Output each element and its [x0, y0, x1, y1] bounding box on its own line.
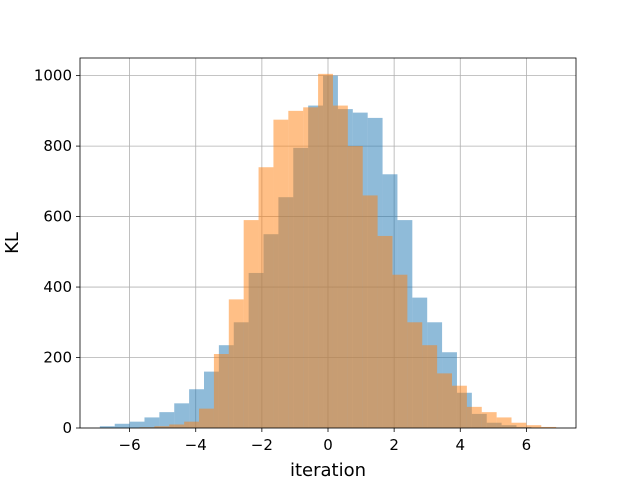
x-axis-label: iteration — [290, 460, 366, 480]
histogram-bar-series-2 — [481, 412, 497, 428]
histogram-bar-series-2 — [422, 345, 438, 428]
histogram-bar-series-1 — [114, 423, 130, 428]
histogram-bar-series-2 — [496, 417, 512, 428]
histogram-bar-series-1 — [129, 421, 145, 428]
bars — [99, 73, 557, 429]
y-tick-label: 200 — [43, 349, 72, 367]
y-axis-label: KL — [2, 232, 23, 254]
y-tick-label: 1000 — [34, 67, 72, 85]
histogram-bar-series-2 — [437, 373, 452, 428]
histogram-bar-series-2 — [541, 426, 557, 428]
histogram-bar-series-2 — [332, 105, 348, 429]
histogram-bar-series-2 — [303, 107, 319, 428]
y-axis: 0 200 400 600 800 1000 — [34, 67, 80, 437]
histogram-bar-series-2 — [347, 146, 363, 428]
histogram-bar-series-2 — [199, 408, 214, 428]
histogram-bar-series-2 — [511, 422, 527, 428]
histogram-bar-series-2 — [273, 119, 289, 429]
x-tick-label: 4 — [455, 436, 465, 454]
histogram-bar-series-2 — [228, 299, 244, 428]
x-tick-label: 0 — [323, 436, 333, 454]
x-tick-label: 6 — [522, 436, 532, 454]
y-tick-label: 400 — [43, 278, 72, 296]
histogram-bar-series-2 — [288, 110, 304, 428]
x-tick-label: −4 — [185, 436, 207, 454]
x-tick-label: −2 — [251, 436, 273, 454]
histogram-bar-series-2 — [184, 421, 200, 428]
y-tick-label: 600 — [43, 208, 72, 226]
x-axis: −6 −4 −2 0 2 4 6 — [119, 428, 532, 454]
histogram-bar-series-2 — [258, 167, 274, 428]
x-tick-label: −6 — [119, 436, 141, 454]
y-tick-label: 800 — [43, 137, 72, 155]
x-tick-label: 2 — [389, 436, 399, 454]
histogram-bar-series-2 — [452, 385, 467, 428]
histogram-bar-series-2 — [392, 274, 408, 428]
histogram-bar-series-1 — [159, 412, 175, 428]
histogram-bar-series-1 — [144, 417, 160, 428]
histogram-bar-series-2 — [526, 425, 542, 428]
histogram-bar-series-2 — [213, 354, 229, 428]
histogram-bar-series-2 — [243, 220, 259, 428]
histogram-bar-series-2 — [407, 322, 423, 428]
histogram-bar-series-2 — [362, 195, 378, 428]
histogram-bar-series-2 — [169, 424, 185, 428]
y-tick-label: 0 — [62, 419, 72, 437]
histogram-bar-series-2 — [318, 73, 333, 428]
histogram-bar-series-1 — [99, 426, 115, 428]
histogram-bar-series-2 — [466, 406, 482, 428]
histogram-bar-series-2 — [154, 426, 170, 428]
histogram-bar-series-2 — [377, 235, 393, 428]
